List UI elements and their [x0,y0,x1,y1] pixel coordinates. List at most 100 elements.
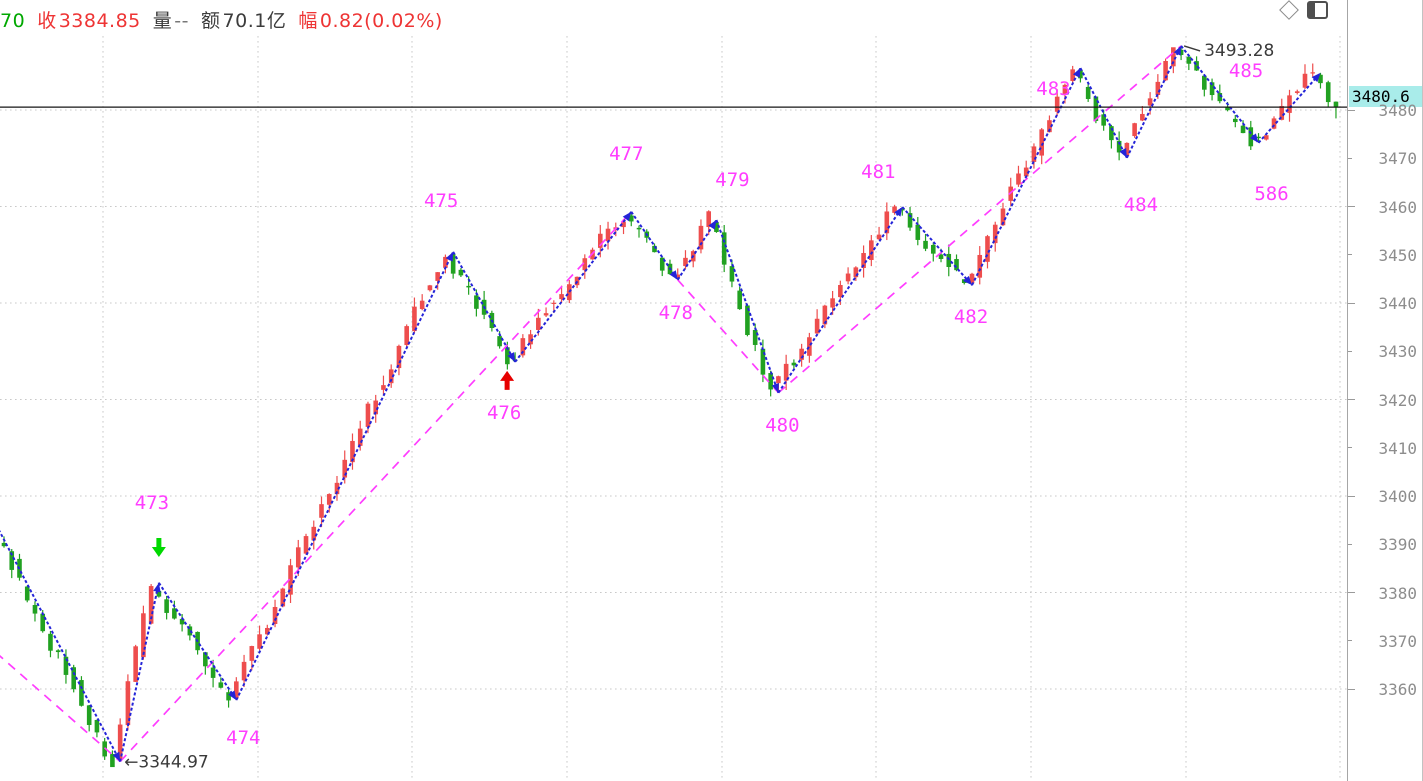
candle-body [907,213,913,228]
candle-body [1279,106,1285,120]
quote-field: 0.82(0.02%) [319,10,443,32]
candle-body [853,267,859,278]
candle [481,290,487,320]
candle-body [40,613,46,632]
candle [1256,133,1261,143]
candle [272,599,278,628]
axis-tick [1348,254,1352,256]
axis-tick [1348,495,1355,497]
axis-tick-label: 3360 [1378,680,1417,699]
candle-body [954,259,959,271]
candle-body [1318,74,1323,84]
candle-body [1248,127,1254,147]
candle-body [94,719,100,733]
zigzag-line [1079,67,1128,159]
candle-body [1147,98,1153,106]
zigzag-arrowhead [1072,68,1081,78]
axis-tick [1348,302,1355,304]
candle-body [1194,61,1199,71]
zigzag-arrowhead [771,382,779,393]
candle-body [125,681,131,726]
candle-body [1263,135,1269,140]
wave-label: 480 [765,415,799,437]
candle [923,233,928,252]
candle [597,225,603,258]
candle-body [1217,92,1223,102]
candle-body [737,290,742,310]
candle [435,272,440,290]
wave-label: 479 [715,169,749,191]
candle-body [675,274,681,278]
candle [1294,89,1300,95]
zigzag-line [715,219,780,394]
wave-label: 481 [861,161,895,183]
candle [1062,83,1068,104]
candle [1078,68,1083,83]
diamond-icon[interactable] [1279,0,1299,20]
candle-body [257,634,262,649]
candle-body [683,257,688,267]
candle-body [133,646,138,682]
zigzag-arrowhead [153,582,161,593]
candle [760,339,766,383]
axis-tick [1348,592,1355,593]
axis-tick-label: 3440 [1378,294,1417,313]
signal-arrow-up [500,370,515,390]
candle [1325,80,1331,107]
candle-body [1256,136,1261,139]
candle [729,259,735,288]
axis-tick [1348,350,1352,352]
candle [381,375,386,395]
zigzag-line [676,219,718,281]
candle [1333,101,1339,119]
candle-body [334,482,340,495]
candle-body [807,337,812,356]
candle [822,304,828,329]
candle-body [1155,81,1161,96]
candle [210,659,216,688]
candle-body [567,284,572,301]
candle [1054,89,1060,116]
candle [869,234,874,267]
quote-field: 3384.85 [58,10,141,32]
candle-body [474,295,479,309]
candle [698,219,704,254]
candle [1140,106,1145,122]
candle-body [923,240,928,249]
candle-body [350,440,355,463]
candle-body [141,613,146,658]
zigzag-arrowhead [963,275,972,286]
axis-tick-label: 3410 [1378,438,1417,458]
wave-label: 485 [1229,60,1263,82]
candle [1016,165,1021,187]
candle-body [443,256,448,268]
candle-body [1302,73,1308,88]
panel-toggle-icon[interactable] [1307,1,1328,19]
candle [605,221,611,250]
candle [24,585,30,603]
candle-body [884,211,890,234]
candle [1132,122,1137,138]
candle-body [319,504,324,518]
candle [334,475,340,501]
axis-tick-label: 3400 [1378,487,1417,506]
candle-body [628,215,634,222]
candle-body [203,652,208,667]
candle-body [419,300,425,310]
trend-dash-segment [119,211,632,763]
candle-body [582,258,588,271]
candle-body [1031,146,1037,162]
candle-body [706,211,712,228]
candle-body [652,245,657,253]
candle-body [776,376,781,384]
candle [1178,45,1184,61]
candle [94,719,100,738]
candle [450,251,456,279]
axis-tick [1348,640,1352,642]
candle [528,329,533,349]
candle [1240,120,1246,134]
candle [350,433,355,470]
zigzag-line [119,582,160,762]
zigzag-arrowhead [1173,45,1182,56]
candle [930,242,936,262]
